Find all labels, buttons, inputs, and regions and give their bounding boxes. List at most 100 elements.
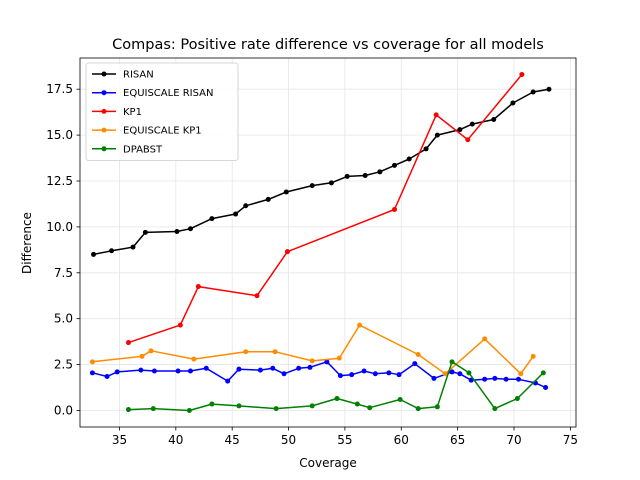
x-tick-label: 45 [225, 433, 240, 447]
data-point [412, 361, 418, 367]
data-point [336, 355, 342, 361]
data-point [530, 89, 536, 95]
legend-item: RISAN [92, 70, 154, 81]
data-point [516, 376, 522, 382]
data-point [265, 196, 271, 202]
data-point [309, 403, 315, 409]
data-point [309, 358, 315, 364]
data-point [150, 406, 156, 412]
y-tick-label: 15.0 [46, 128, 73, 142]
legend-item: KP1 [92, 107, 142, 118]
legend-item: EQUISCALE RISAN [92, 88, 213, 99]
legend-label: RISAN [123, 70, 154, 81]
data-point [243, 349, 249, 355]
data-point [519, 72, 525, 78]
x-tick-label: 70 [506, 433, 521, 447]
y-tick-label: 17.5 [46, 82, 73, 96]
data-point [546, 86, 552, 92]
data-point [130, 244, 136, 250]
data-point [492, 406, 498, 412]
data-point [328, 180, 334, 186]
legend-label: EQUISCALE RISAN [123, 88, 213, 99]
data-point [377, 169, 383, 175]
series-equiscale-kp1 [89, 322, 536, 377]
legend-item: EQUISCALE KP1 [92, 126, 202, 137]
data-point [457, 127, 463, 133]
y-axis-label: Difference [20, 212, 34, 274]
data-point [367, 405, 373, 411]
legend: RISAN EQUISCALE RISAN KP1 EQUISCALE KP1 DPAB… [85, 62, 239, 161]
data-point [468, 377, 474, 383]
data-point [91, 251, 97, 257]
data-point [236, 403, 242, 409]
data-point [457, 371, 463, 377]
data-point [324, 359, 330, 365]
data-point [423, 146, 429, 152]
data-point [465, 137, 471, 143]
legend-marker [101, 90, 107, 96]
data-point [491, 117, 497, 122]
data-point [357, 322, 363, 328]
data-point [415, 351, 421, 357]
data-point [225, 378, 231, 384]
data-point [349, 372, 355, 378]
legend-marker [101, 146, 107, 152]
data-point [354, 401, 360, 407]
data-point [272, 349, 278, 355]
data-point [174, 228, 180, 234]
data-point [492, 375, 498, 381]
data-point [386, 370, 392, 376]
data-point [114, 369, 120, 375]
x-axis-label: Coverage [299, 456, 357, 470]
data-point [362, 172, 368, 178]
data-point [442, 371, 448, 377]
data-point [257, 367, 263, 373]
data-point [449, 359, 455, 365]
data-point [187, 368, 193, 374]
data-point [284, 249, 290, 255]
data-point [392, 162, 398, 168]
data-point [273, 406, 279, 412]
chart-title: Compas: Positive rate difference vs cove… [112, 37, 544, 53]
data-point [270, 365, 276, 371]
data-point [142, 229, 148, 235]
data-point [434, 132, 440, 138]
data-point [431, 375, 437, 381]
legend-box [85, 62, 239, 161]
y-tick-label: 7.5 [54, 266, 73, 280]
data-point [361, 368, 367, 374]
data-point [372, 371, 378, 377]
data-point [406, 156, 412, 162]
x-tick-label: 50 [281, 433, 296, 447]
data-point [89, 370, 95, 376]
data-point [195, 284, 201, 290]
legend-marker [101, 71, 107, 77]
data-point [543, 385, 549, 391]
y-tick-label: 2.5 [54, 358, 73, 372]
data-point [433, 112, 439, 118]
x-tick-label: 65 [450, 433, 465, 447]
data-point [125, 407, 131, 413]
data-point [209, 401, 215, 407]
series-risan [91, 86, 552, 257]
data-point [236, 366, 242, 372]
data-point [337, 373, 343, 379]
x-tick-label: 55 [337, 433, 352, 447]
y-tick-label: 12.5 [46, 174, 73, 188]
data-point [396, 372, 402, 378]
data-point [125, 340, 131, 346]
x-tick-label: 60 [394, 433, 409, 447]
data-point [510, 100, 516, 106]
data-point [503, 376, 509, 382]
data-point [89, 359, 95, 365]
legend-label: KP1 [123, 107, 142, 118]
data-point [307, 364, 313, 370]
series-line [128, 361, 544, 412]
data-point [469, 121, 475, 127]
data-point [296, 365, 302, 371]
data-point [334, 396, 340, 402]
data-point [514, 396, 520, 402]
data-point [482, 336, 488, 342]
